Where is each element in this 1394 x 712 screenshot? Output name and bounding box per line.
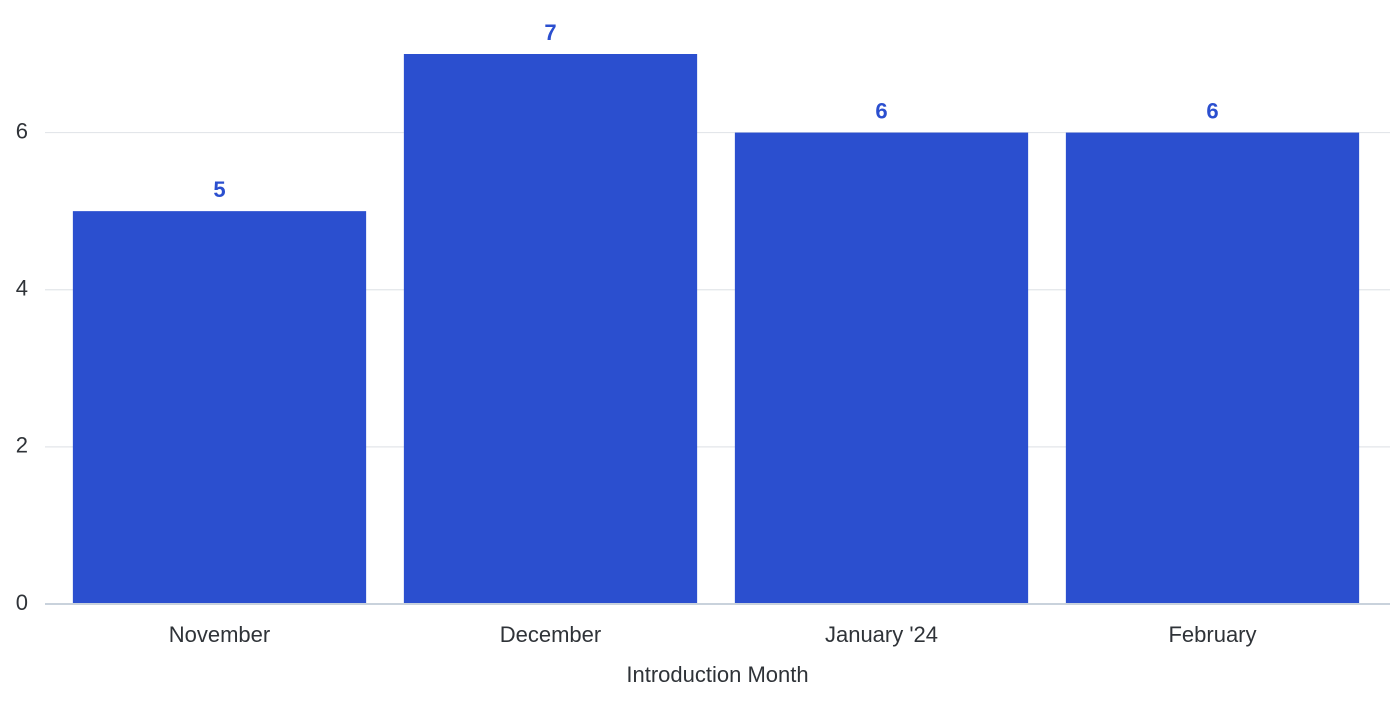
y-tick-label: 0 <box>16 590 28 615</box>
y-tick-label: 2 <box>16 433 28 458</box>
y-tick-label: 4 <box>16 276 28 301</box>
x-tick-label: January '24 <box>825 622 938 647</box>
x-tick-label: February <box>1168 622 1256 647</box>
bar <box>72 211 367 604</box>
bar <box>734 132 1029 605</box>
bar <box>1065 132 1360 605</box>
x-tick-label: November <box>169 622 270 647</box>
bar <box>403 54 698 604</box>
bar-value-label: 5 <box>213 177 225 202</box>
bars <box>72 54 1360 605</box>
y-tick-label: 6 <box>16 118 28 143</box>
bar-value-labels: 5 7 6 6 <box>213 20 1218 202</box>
bar-value-label: 7 <box>544 20 556 45</box>
bar-value-label: 6 <box>1206 99 1218 124</box>
x-axis-title: Introduction Month <box>626 662 808 687</box>
x-tick-label: December <box>500 622 601 647</box>
bar-value-label: 6 <box>875 99 887 124</box>
y-axis-ticks: 0 2 4 6 <box>16 118 28 614</box>
x-axis-ticks: November December January '24 February <box>169 622 1257 647</box>
